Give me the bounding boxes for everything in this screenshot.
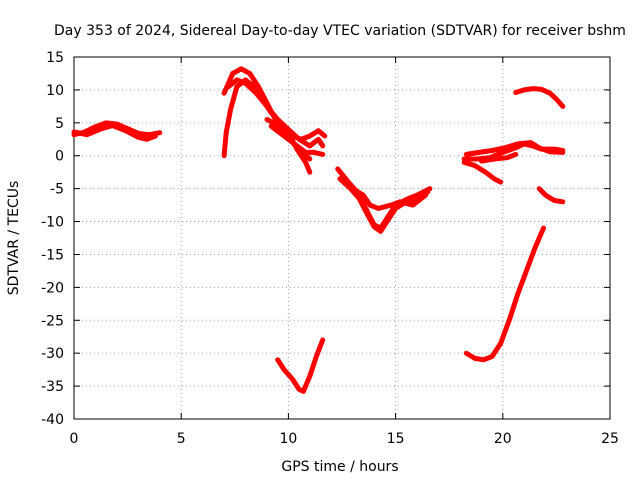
plot-grid bbox=[74, 57, 610, 419]
y-tick-label: -30 bbox=[41, 346, 64, 362]
series-arc-1b bbox=[71, 123, 158, 142]
y-tick-label: 15 bbox=[46, 50, 64, 66]
plot-frame bbox=[73, 56, 611, 420]
x-tick-label: 0 bbox=[70, 431, 79, 447]
y-tick-label: -40 bbox=[41, 412, 64, 428]
y-tick-label: -10 bbox=[41, 215, 64, 231]
series-arc-2e bbox=[268, 123, 326, 157]
x-tick-label: 20 bbox=[494, 431, 512, 447]
y-tick-label: 0 bbox=[55, 149, 64, 165]
y-tick-label: -20 bbox=[41, 280, 64, 296]
x-axis-ticks: 0 5 10 15 20 25 bbox=[70, 57, 619, 447]
x-tick-label: 25 bbox=[601, 431, 619, 447]
series-arc-6 bbox=[513, 86, 566, 109]
y-tick-label: -35 bbox=[41, 379, 64, 395]
y-tick-label: -5 bbox=[50, 182, 64, 198]
x-tick-label: 15 bbox=[387, 431, 405, 447]
x-axis-label: GPS time / hours bbox=[281, 459, 398, 475]
series-arc-2c bbox=[225, 77, 326, 149]
series-arc-8 bbox=[463, 225, 546, 363]
data-series bbox=[71, 66, 566, 394]
series-arc-2d bbox=[264, 117, 328, 142]
y-tick-label: 5 bbox=[55, 116, 64, 132]
series-arc-1 bbox=[71, 120, 163, 138]
series-arc-5b bbox=[463, 140, 566, 157]
y-tick-label: 10 bbox=[46, 83, 64, 99]
series-arc-4c bbox=[350, 186, 429, 211]
series-arc-4b bbox=[337, 176, 431, 234]
y-tick-label: -25 bbox=[41, 313, 64, 329]
y-axis-ticks: -40 -35 -30 -25 -20 -15 -10 -5 0 5 10 15 bbox=[41, 50, 610, 428]
x-tick-label: 5 bbox=[177, 431, 186, 447]
y-tick-label: -15 bbox=[41, 247, 64, 263]
series-arc-5c bbox=[461, 159, 504, 185]
series-arc-3 bbox=[275, 337, 326, 394]
x-tick-label: 10 bbox=[279, 431, 297, 447]
chart-title: Day 353 of 2024, Sidereal Day-to-day VTE… bbox=[54, 23, 626, 39]
series-arc-7 bbox=[536, 186, 566, 205]
series-arc-5d bbox=[478, 151, 519, 164]
series-arc-2 bbox=[221, 77, 313, 175]
y-axis-label: SDTVAR / TECUs bbox=[6, 181, 22, 296]
